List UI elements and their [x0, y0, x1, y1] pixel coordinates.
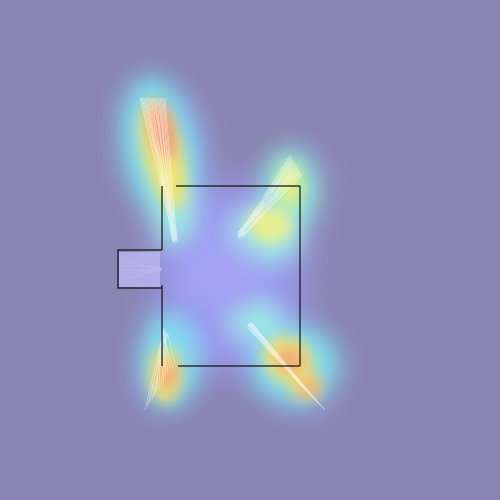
alcove-patch — [119, 252, 160, 287]
heat-center — [180, 240, 260, 310]
